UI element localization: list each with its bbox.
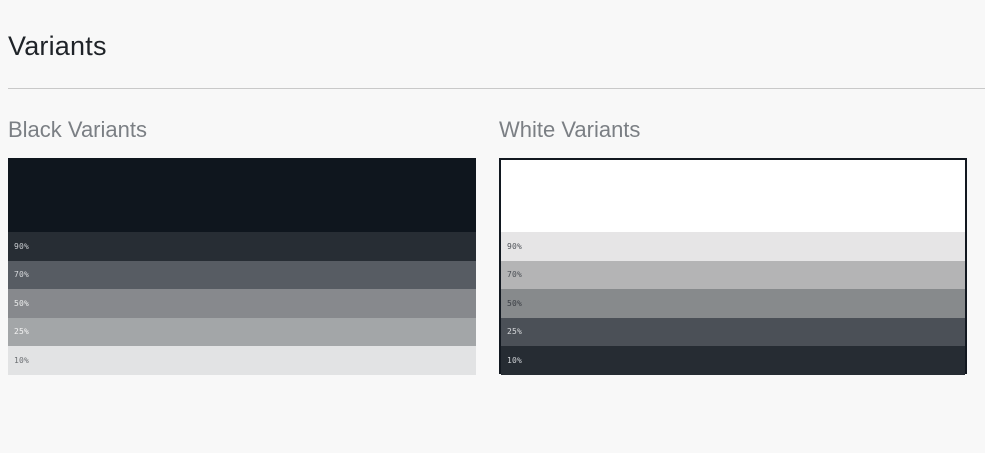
variant-label: 50% (14, 298, 30, 308)
black-variants-swatch: 90% 70% 50% 25% 10% (8, 158, 476, 375)
black-variant-10: 10% (8, 346, 476, 375)
variant-label: 10% (14, 355, 30, 365)
black-variant-25: 25% (8, 317, 476, 346)
variant-label: 70% (14, 270, 30, 280)
black-variant-90: 90% (8, 232, 476, 261)
white-variant-90: 90% (501, 232, 965, 261)
black-variants-heading: Black Variants (8, 117, 147, 142)
variant-label: 10% (507, 355, 523, 365)
white-variants-heading: White Variants (499, 117, 641, 142)
white-variant-10: 10% (501, 346, 965, 375)
white-base-swatch (501, 160, 965, 232)
variant-label: 70% (507, 270, 523, 280)
white-variant-50: 50% (501, 289, 965, 318)
black-variant-70: 70% (8, 260, 476, 289)
white-variant-25: 25% (501, 317, 965, 346)
variant-label: 90% (507, 241, 523, 251)
black-base-swatch (8, 158, 476, 232)
black-variant-50: 50% (8, 289, 476, 318)
page-title: Variants (8, 31, 107, 61)
white-variant-70: 70% (501, 260, 965, 289)
variant-label: 50% (507, 298, 523, 308)
variant-label: 90% (14, 241, 30, 251)
variant-label: 25% (14, 327, 30, 337)
white-variants-swatch: 90% 70% 50% 25% 10% (499, 158, 967, 375)
variant-label: 25% (507, 327, 523, 337)
title-divider (8, 88, 985, 89)
